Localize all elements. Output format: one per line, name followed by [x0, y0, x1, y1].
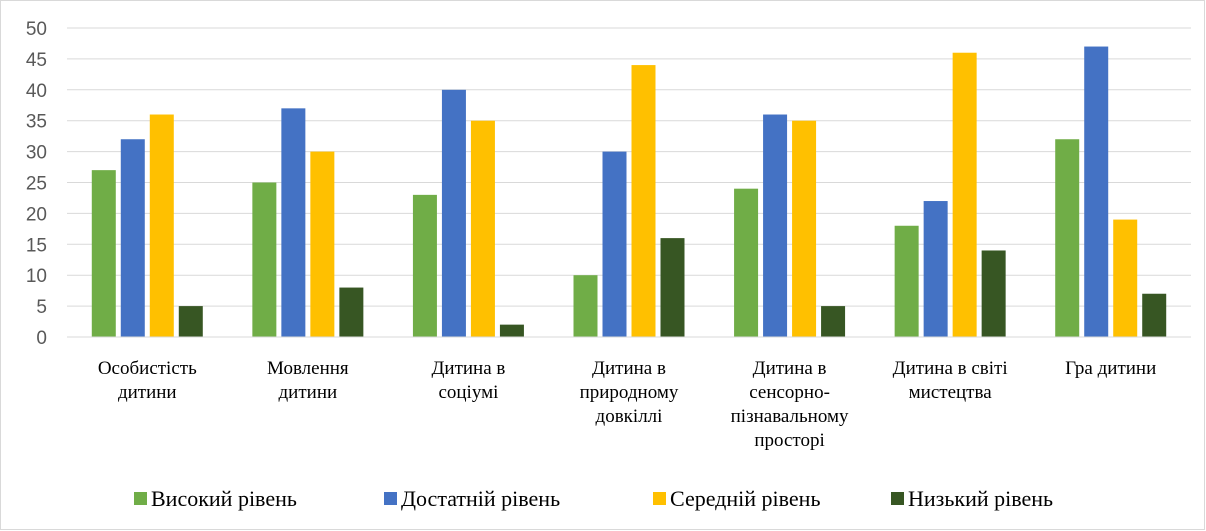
bar	[499, 324, 524, 337]
category-label-line: Дитина в	[431, 358, 505, 379]
bar	[120, 139, 145, 337]
category-label: Дитина в природному довкіллі	[580, 358, 679, 427]
bar	[602, 151, 627, 337]
legend-swatch	[134, 492, 147, 505]
category-label: Дитина в соціумі	[431, 358, 505, 403]
bar	[149, 114, 174, 338]
bar	[412, 194, 437, 337]
y-tick-label: 25	[26, 174, 47, 195]
gridlines	[67, 27, 1191, 307]
bar	[631, 65, 656, 337]
y-axis-ticks: 0 5 10 15 20 25 30 35 40 45 50	[26, 19, 47, 349]
bar	[470, 120, 495, 337]
legend-label: Високий рівень	[151, 486, 297, 511]
category-label: Мовлення дитини	[267, 358, 349, 403]
legend-item: Високий рівень	[134, 486, 297, 511]
category-label-line: дитини	[279, 382, 338, 403]
legend-swatch	[891, 492, 904, 505]
bar	[252, 182, 277, 337]
category-label-line: Гра дитини	[1065, 358, 1156, 379]
category-label-line: пізнавальному	[731, 406, 849, 427]
legend-label: Середній рівень	[670, 486, 820, 511]
y-tick-label: 20	[26, 204, 47, 225]
category-label: Дитина в сенсорно-пізнавальному просторі	[731, 358, 849, 451]
bar	[660, 238, 685, 337]
bar	[734, 188, 759, 337]
legend-swatch	[653, 492, 666, 505]
y-tick-label: 5	[36, 297, 47, 318]
legend-item: Низький рівень	[891, 486, 1053, 511]
category-label-line: Особистість	[98, 358, 197, 379]
legend-label: Достатній рівень	[401, 486, 560, 511]
bar	[441, 89, 466, 337]
y-tick-label: 15	[26, 235, 47, 256]
bar	[573, 275, 598, 337]
legend-swatch	[384, 492, 397, 505]
y-tick-label: 40	[26, 81, 47, 102]
legend: Високий рівень Достатній рівень Середній р…	[134, 486, 1053, 511]
category-label-line: природному	[580, 382, 679, 403]
category-label-line: сенсорно-	[749, 382, 830, 403]
category-label-line: Мовлення	[267, 358, 349, 379]
bar	[923, 201, 948, 337]
bar	[952, 52, 977, 337]
legend-label: Низький рівень	[908, 486, 1053, 511]
bar	[310, 151, 335, 337]
category-label-line: Дитина в	[753, 358, 827, 379]
bar	[763, 114, 788, 338]
bar	[178, 306, 203, 337]
bar	[1113, 219, 1138, 337]
bar	[792, 120, 817, 337]
bar	[821, 306, 846, 337]
category-label-line: Дитина в	[592, 358, 666, 379]
bar	[981, 250, 1006, 337]
y-tick-label: 35	[26, 112, 47, 133]
category-label-line: мистецтва	[909, 382, 993, 403]
bar	[1084, 46, 1109, 337]
category-label-line: довкіллі	[596, 406, 663, 427]
category-label-line: дитини	[118, 382, 177, 403]
bar	[894, 225, 919, 337]
y-tick-label: 45	[26, 50, 47, 71]
bar	[1142, 293, 1167, 337]
bar	[91, 170, 116, 337]
legend-item: Середній рівень	[653, 486, 820, 511]
y-tick-label: 50	[26, 19, 47, 40]
legend-item: Достатній рівень	[384, 486, 560, 511]
bar	[339, 287, 364, 337]
category-label-line: просторі	[754, 430, 824, 451]
category-label: Гра дитини	[1065, 358, 1156, 379]
category-label-line: соціумі	[438, 382, 498, 403]
y-tick-label: 10	[26, 266, 47, 287]
bar	[281, 108, 306, 337]
bar	[1055, 139, 1080, 337]
y-tick-label: 0	[36, 328, 47, 349]
category-labels: Особистість дитини Мовлення дитини Дитина в с…	[98, 358, 1156, 451]
bars	[91, 46, 1167, 338]
category-label: Дитина в світі мистецтва	[893, 358, 1008, 403]
category-label: Особистість дитини	[98, 358, 197, 403]
category-label-line: Дитина в світі	[893, 358, 1008, 379]
y-tick-label: 30	[26, 143, 47, 164]
